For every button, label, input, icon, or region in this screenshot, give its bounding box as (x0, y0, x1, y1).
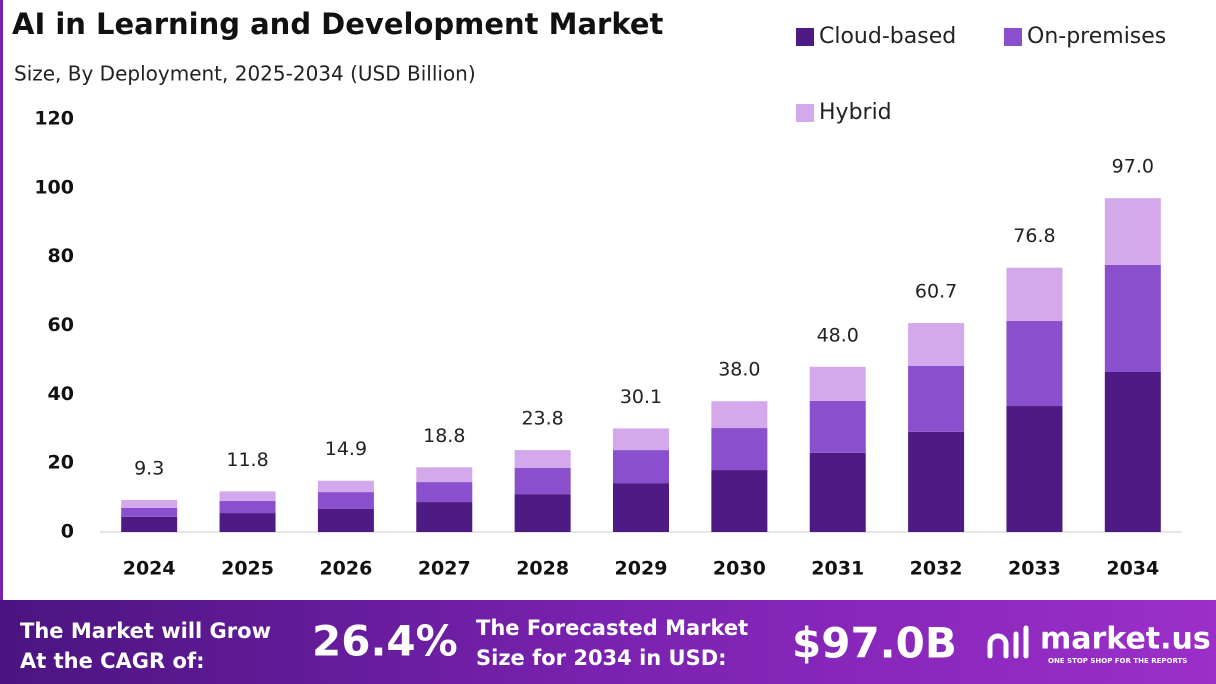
bar-segment (514, 450, 571, 468)
total-label: 48.0 (817, 324, 859, 346)
bar-segment (317, 480, 374, 493)
x-tick-label: 2033 (1008, 558, 1061, 580)
legend-swatch (796, 28, 814, 46)
footer-band (0, 600, 1216, 684)
brand-logo (987, 625, 1029, 659)
bar-segment (514, 467, 571, 495)
total-label: 23.8 (521, 408, 563, 430)
brand-tagline: ONE STOP SHOP FOR THE REPORTS (1048, 657, 1187, 665)
x-tick-label: 2024 (123, 558, 176, 580)
bar-segment (1104, 371, 1161, 532)
bar-segment (121, 516, 178, 532)
bar-segment (711, 428, 768, 471)
bar-segment (809, 400, 866, 453)
forecast-value: $97.0B (792, 619, 957, 668)
bar-segment (1006, 406, 1063, 532)
bar-segment (809, 452, 866, 532)
bar-segment (317, 492, 374, 509)
x-tick-label: 2030 (713, 558, 766, 580)
footer-text: The Forecasted Market (476, 616, 748, 640)
x-tick-label: 2031 (811, 558, 864, 580)
y-tick-label: 20 (48, 452, 74, 474)
bar-segment (908, 431, 965, 532)
bar-segment (908, 365, 965, 432)
bar-segment (711, 401, 768, 429)
x-tick-label: 2028 (516, 558, 569, 580)
y-tick-label: 60 (48, 314, 74, 336)
bar-segment (1104, 264, 1161, 372)
legend-swatch (1004, 28, 1022, 46)
bar-segment (809, 366, 866, 401)
bar-segment (613, 483, 669, 532)
total-label: 76.8 (1013, 225, 1055, 247)
x-tick-label: 2029 (615, 558, 668, 580)
total-label: 38.0 (718, 359, 760, 381)
total-label: 9.3 (134, 457, 164, 479)
bar-segment (1006, 321, 1063, 407)
bar-segment (908, 323, 965, 366)
bar-segment (613, 428, 669, 451)
x-tick-label: 2034 (1106, 558, 1159, 580)
bar-segment (1104, 198, 1161, 265)
y-tick-label: 0 (61, 521, 74, 543)
legend-label: Cloud-based (819, 24, 956, 49)
total-label: 11.8 (226, 449, 268, 471)
left-border (0, 0, 3, 600)
cagr-value: 26.4% (312, 617, 458, 666)
bar-segment (514, 494, 571, 532)
legend-label: On-premises (1027, 24, 1166, 49)
bar-segment (1006, 267, 1063, 322)
footer-text: Size for 2034 in USD: (476, 646, 727, 670)
bar-segment (219, 491, 276, 502)
bar-segment (416, 467, 473, 483)
total-label: 18.8 (423, 425, 465, 447)
bar-segment (121, 499, 178, 508)
y-tick-label: 120 (34, 108, 74, 130)
total-label: 30.1 (620, 386, 662, 408)
bar-segment (121, 507, 178, 517)
bar-segment (711, 470, 768, 532)
y-tick-label: 80 (48, 245, 74, 267)
bar-segment (416, 502, 473, 532)
bar-segment (219, 513, 276, 532)
x-tick-label: 2026 (319, 558, 372, 580)
footer-text: At the CAGR of: (20, 649, 205, 673)
total-label: 14.9 (325, 438, 367, 460)
y-tick-label: 40 (48, 383, 74, 405)
y-tick-label: 100 (34, 176, 74, 198)
brand-name: market.us (1040, 622, 1211, 657)
bar-segment (613, 450, 669, 484)
bar-segment (219, 501, 276, 514)
legend-swatch (796, 104, 814, 122)
footer-text: The Market will Grow (20, 619, 271, 643)
bar-segment (317, 508, 374, 532)
chart-title: AI in Learning and Development Market (12, 7, 664, 41)
x-tick-label: 2027 (418, 558, 471, 580)
legend-label: Hybrid (819, 100, 892, 125)
bar-segment (416, 482, 473, 503)
total-label: 97.0 (1112, 156, 1154, 178)
logo-shape (987, 633, 1009, 659)
x-tick-label: 2032 (910, 558, 963, 580)
chart-subtitle: Size, By Deployment, 2025-2034 (USD Bill… (14, 62, 476, 86)
x-tick-label: 2025 (221, 558, 274, 580)
total-label: 60.7 (915, 281, 957, 303)
